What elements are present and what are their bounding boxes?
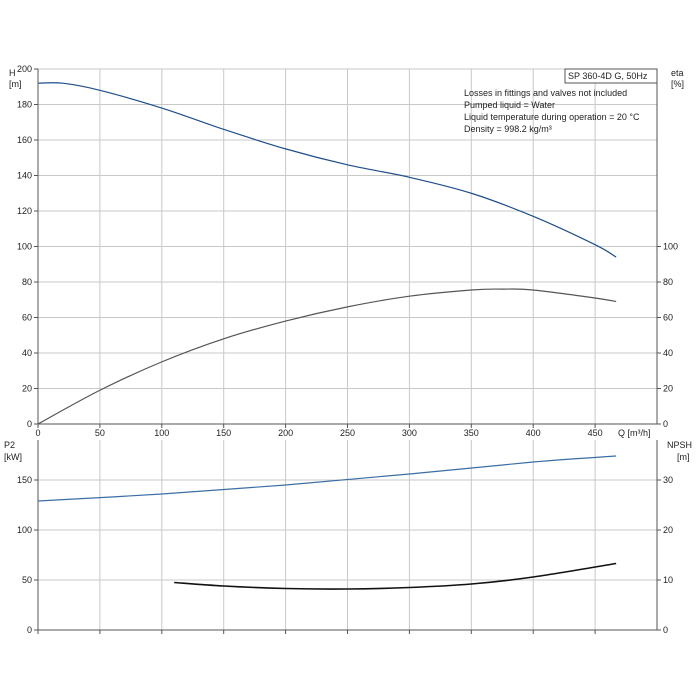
top-left-tick-label: 20 [22,384,32,394]
top-right-tick-label: 60 [663,313,673,323]
info-notes: Losses in fittings and valves not includ… [464,88,640,134]
x-tick-label: 100 [154,428,169,438]
info-note: Pumped liquid = Water [464,100,555,110]
x-tick-label: 450 [588,428,603,438]
x-tick-label: 50 [95,428,105,438]
top-left-tick-label: 200 [17,64,32,74]
top-left-tick-label: 40 [22,348,32,358]
bottom-left-tick-label: 150 [17,475,32,485]
top-series-line-1 [37,288,617,425]
bottom-plot-series [37,455,617,590]
bottom-right-tick-label: 10 [663,575,673,585]
bottom-right-tick-label: 20 [663,525,673,535]
bottom-right-axis-title: NPSH [667,440,692,450]
info-note: Density = 998.2 kg/m³ [464,124,552,134]
top-left-tick-label: 160 [17,135,32,145]
legend-box: SP 360-4D G, 50Hz [564,68,658,84]
bottom-series-line-1 [174,562,617,590]
top-right-tick-label: 20 [663,384,673,394]
top-right-axis-unit: [%] [671,79,684,89]
top-plot-grid [37,68,658,425]
top-right-tick-label: 40 [663,348,673,358]
x-axis-label: Q [m³/h] [618,428,651,438]
x-tick-label: 350 [464,428,479,438]
top-left-tick-label: 140 [17,171,32,181]
top-right-axis-title: eta [671,68,684,78]
top-left-tick-label: 80 [22,277,32,287]
top-right-tick-label: 80 [663,277,673,287]
info-note: Losses in fittings and valves not includ… [464,88,627,98]
bottom-right-tick-label: 30 [663,475,673,485]
bottom-plot-grid [37,440,658,631]
x-tick-label: 250 [340,428,355,438]
top-right-tick-label: 100 [663,242,678,252]
bottom-left-axis-unit: [kW] [4,452,22,462]
bottom-right-tick-label: 0 [663,625,668,635]
top-left-tick-label: 100 [17,242,32,252]
info-note: Liquid temperature during operation = 20… [464,112,640,122]
top-left-tick-label: 180 [17,100,32,110]
bottom-right-axis-unit: [m] [677,452,690,462]
legend-box-title: SP 360-4D G, 50Hz [568,71,648,81]
top-plot-series [37,82,617,425]
top-left-tick-label: 0 [27,419,32,429]
x-tick-label: 400 [526,428,541,438]
top-left-tick-label: 120 [17,206,32,216]
top-left-tick-label: 60 [22,313,32,323]
x-tick-label: 300 [402,428,417,438]
x-tick-label: 150 [216,428,231,438]
bottom-left-tick-label: 50 [22,575,32,585]
top-left-axis-unit: [m] [9,79,22,89]
bottom-left-tick-label: 100 [17,525,32,535]
top-left-axis-title: H [9,68,16,78]
top-right-tick-label: 0 [663,419,668,429]
x-tick-label: 200 [278,428,293,438]
legend-box-frame [564,68,658,84]
bottom-series-line-0 [37,455,617,502]
axis-tick-labels: 0204060801001201401601802000204060801000… [17,64,678,635]
x-tick-label: 0 [35,428,40,438]
bottom-left-tick-label: 0 [27,625,32,635]
top-series-line-0 [37,82,617,258]
bottom-left-axis-title: P2 [4,440,15,450]
